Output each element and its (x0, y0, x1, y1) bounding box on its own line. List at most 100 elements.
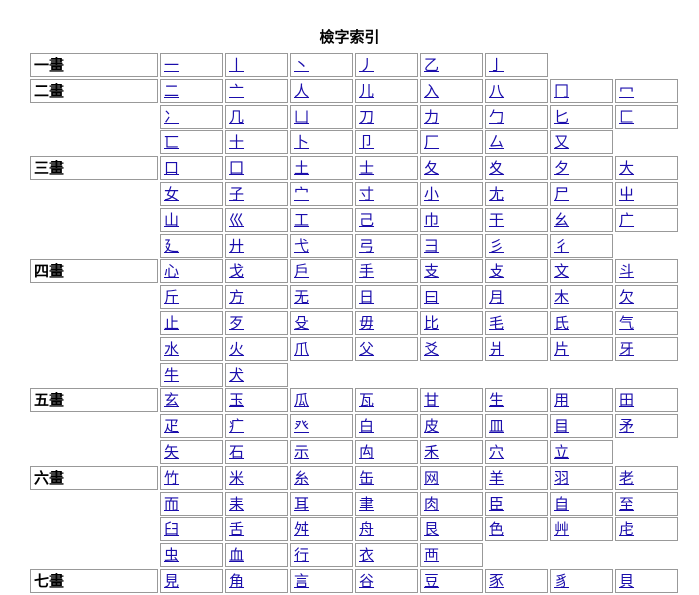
char-link[interactable]: 廴 (164, 236, 180, 255)
char-link[interactable]: 无 (294, 288, 310, 307)
char-link[interactable]: 禾 (424, 443, 440, 461)
char-link[interactable]: 見 (164, 572, 180, 590)
char-link[interactable]: 支 (424, 262, 440, 281)
char-link[interactable]: 毋 (359, 314, 375, 332)
char-link[interactable]: 女 (164, 185, 180, 203)
char-link[interactable]: 歹 (229, 314, 245, 332)
char-link[interactable]: 爪 (294, 339, 310, 358)
char-link[interactable]: 牙 (619, 339, 635, 358)
char-link[interactable]: 几 (229, 107, 245, 126)
char-link[interactable]: 言 (294, 572, 310, 590)
char-link[interactable]: 皿 (489, 417, 505, 436)
char-link[interactable]: 糸 (294, 468, 310, 487)
char-link[interactable]: 豕 (489, 572, 505, 590)
char-link[interactable]: 丿 (359, 56, 375, 74)
char-link[interactable]: 石 (229, 443, 245, 461)
char-link[interactable]: 舟 (359, 520, 375, 539)
char-link[interactable]: 目 (554, 417, 570, 436)
char-link[interactable]: 又 (554, 133, 570, 152)
char-link[interactable]: 弓 (359, 236, 375, 255)
char-link[interactable]: 老 (619, 468, 635, 487)
char-link[interactable]: 衣 (359, 546, 375, 565)
char-link[interactable]: 屮 (619, 185, 635, 203)
char-link[interactable]: 自 (554, 494, 570, 513)
char-link[interactable]: 士 (359, 159, 375, 178)
char-link[interactable]: 亅 (489, 56, 505, 74)
char-link[interactable]: 刀 (359, 107, 375, 126)
char-link[interactable]: 角 (229, 572, 245, 590)
char-link[interactable]: 子 (229, 185, 245, 203)
char-link[interactable]: 立 (554, 443, 570, 461)
char-link[interactable]: 宀 (294, 185, 310, 203)
char-link[interactable]: 匕 (554, 107, 570, 126)
char-link[interactable]: 夕 (554, 159, 570, 178)
char-link[interactable]: 穴 (489, 443, 505, 461)
char-link[interactable]: 矛 (619, 417, 635, 436)
char-link[interactable]: 虍 (619, 520, 635, 539)
char-link[interactable]: 肉 (424, 494, 440, 513)
char-link[interactable]: 广 (619, 210, 635, 229)
char-link[interactable]: 犬 (229, 365, 245, 384)
char-link[interactable]: 彐 (424, 236, 440, 255)
char-link[interactable]: 入 (424, 81, 440, 100)
char-link[interactable]: 羊 (489, 468, 505, 487)
char-link[interactable]: 豆 (424, 572, 440, 590)
char-link[interactable]: 舌 (229, 520, 245, 539)
char-link[interactable]: 矢 (164, 443, 180, 461)
char-link[interactable]: 艸 (554, 520, 570, 539)
char-link[interactable]: 戶 (294, 262, 310, 281)
char-link[interactable]: 父 (359, 339, 375, 358)
char-link[interactable]: 至 (619, 494, 635, 513)
char-link[interactable]: 爿 (489, 339, 505, 358)
char-link[interactable]: 卜 (294, 133, 310, 152)
char-link[interactable]: 厂 (424, 133, 440, 152)
char-link[interactable]: 方 (229, 288, 245, 307)
char-link[interactable]: 瓦 (359, 391, 375, 410)
char-link[interactable]: 大 (619, 159, 635, 178)
char-link[interactable]: 行 (294, 546, 310, 565)
char-link[interactable]: 癶 (294, 417, 310, 436)
char-link[interactable]: 日 (359, 288, 375, 307)
char-link[interactable]: 生 (489, 391, 505, 410)
char-link[interactable]: 夂 (424, 159, 440, 178)
char-link[interactable]: 耳 (294, 494, 310, 513)
char-link[interactable]: 丶 (294, 56, 310, 74)
char-link[interactable]: 氏 (554, 314, 570, 332)
char-link[interactable]: 廾 (229, 236, 245, 255)
char-link[interactable]: 皮 (424, 417, 440, 436)
char-link[interactable]: 巾 (424, 210, 440, 229)
char-link[interactable]: 八 (489, 81, 505, 100)
char-link[interactable]: 一 (164, 56, 180, 74)
char-link[interactable]: 玄 (164, 391, 180, 410)
char-link[interactable]: 止 (164, 314, 180, 332)
char-link[interactable]: 牛 (164, 365, 180, 384)
char-link[interactable]: 尢 (489, 185, 505, 203)
char-link[interactable]: 己 (359, 210, 375, 229)
char-link[interactable]: 手 (359, 262, 375, 281)
char-link[interactable]: 气 (619, 314, 635, 332)
char-link[interactable]: 示 (294, 443, 310, 461)
char-link[interactable]: 丨 (229, 56, 245, 74)
char-link[interactable]: 用 (554, 391, 570, 410)
char-link[interactable]: 攴 (489, 262, 505, 281)
char-link[interactable]: 山 (164, 210, 180, 229)
char-link[interactable]: 木 (554, 288, 570, 307)
char-link[interactable]: 白 (359, 417, 375, 436)
char-link[interactable]: 田 (619, 391, 635, 410)
char-link[interactable]: 夊 (489, 159, 505, 178)
char-link[interactable]: 曰 (424, 288, 440, 307)
char-link[interactable]: 彡 (489, 236, 505, 255)
char-link[interactable]: 儿 (359, 81, 375, 100)
char-link[interactable]: 聿 (359, 494, 375, 513)
char-link[interactable]: 臣 (489, 494, 505, 513)
char-link[interactable]: 豸 (554, 572, 570, 590)
char-link[interactable]: 爻 (424, 339, 440, 358)
char-link[interactable]: 片 (554, 339, 570, 358)
char-link[interactable]: 冖 (619, 81, 635, 100)
char-link[interactable]: 斤 (164, 288, 180, 307)
char-link[interactable]: 乙 (424, 56, 440, 74)
char-link[interactable]: 疋 (164, 417, 180, 436)
char-link[interactable]: 凵 (294, 107, 310, 126)
char-link[interactable]: 毛 (489, 314, 505, 332)
char-link[interactable]: 欠 (619, 288, 635, 307)
